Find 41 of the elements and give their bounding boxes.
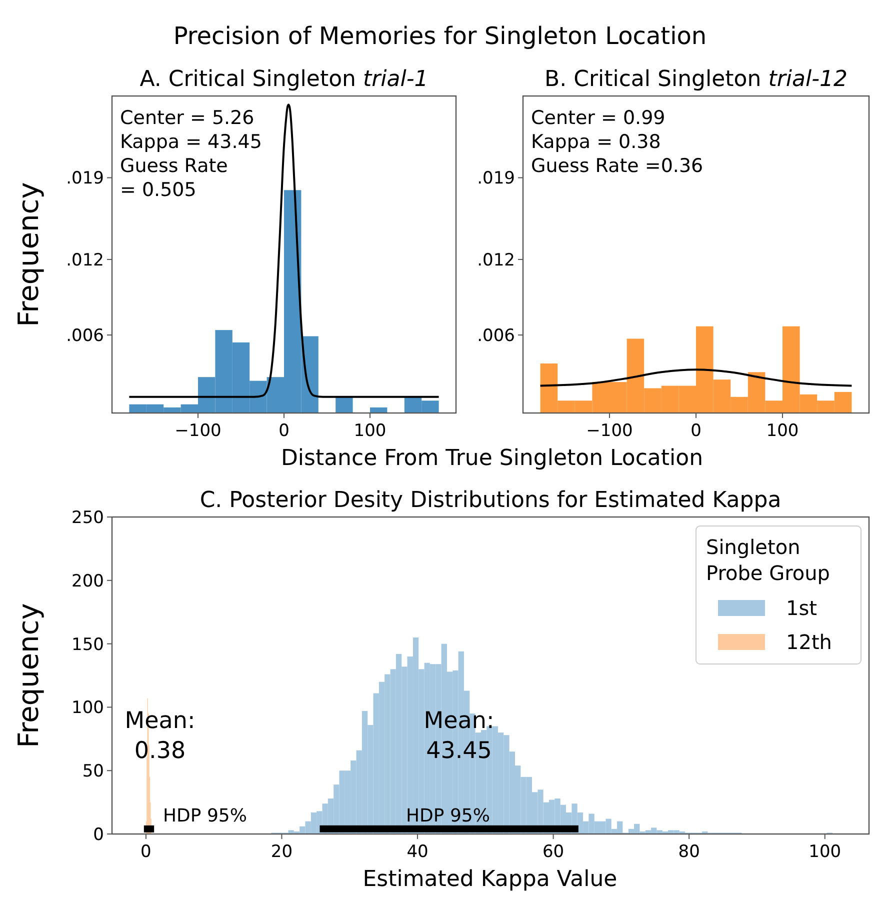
x-tick-label: 40 [406,842,428,862]
x-axis-title: Estimated Kappa Value [362,867,618,892]
y-axis-title: Frequency [12,182,45,327]
annotation: Mean: 0.38 [124,708,196,764]
legend-title: Singleton Probe Group [706,535,830,585]
x-tick-label: −100 [586,421,633,441]
annotation: HDP 95% [406,805,490,826]
chart-title: B. Critical Singleton trial-12 [544,67,848,92]
x-tick-label: −100 [174,421,222,441]
x-axis-title: Distance From True Singleton Location [280,446,704,471]
y-tick-label: 200 [72,571,104,592]
y-tick-label: 100 [72,698,104,718]
annotation: HDP 95% [163,805,247,826]
annotation: Center = 5.26 Kappa = 43.45 Guess Rate = 0.505 [120,107,262,201]
x-tick-label: 0 [140,842,152,862]
y-tick-label: .019 [66,168,104,189]
y-tick-label: 0 [93,825,104,845]
y-tick-label: 250 [72,508,104,528]
y-tick-label: .012 [477,250,515,270]
y-tick-label: .012 [66,250,104,270]
x-tick-label: 100 [354,421,386,441]
x-tick-label: 0 [690,421,702,441]
x-tick-label: 60 [542,842,564,862]
x-tick-label: 20 [270,842,293,862]
legend-label: 1st [786,596,818,620]
y-axis-title: Frequency [12,603,45,748]
annotation: Mean: 43.45 [424,708,494,764]
annotation: Center = 0.99 Kappa = 0.38 Guess Rate =0.36 [531,107,704,177]
chart-title: C. Posterior Desity Distributions for Estimated Kappa [200,488,782,513]
y-tick-label: .019 [477,168,515,189]
text: Precision of Memories for Singleton Location [173,22,707,50]
y-tick-label: 150 [72,634,104,655]
y-tick-label: .006 [66,326,104,346]
x-tick-label: 100 [808,842,842,862]
x-tick-label: 0 [278,421,290,441]
x-tick-label: 80 [678,842,700,862]
x-tick-label: 100 [766,421,799,441]
chart-title: A. Critical Singleton trial-1 [140,67,428,92]
y-tick-label: 50 [82,762,104,782]
y-tick-label: .006 [477,326,515,346]
legend-label: 12th [786,630,832,654]
